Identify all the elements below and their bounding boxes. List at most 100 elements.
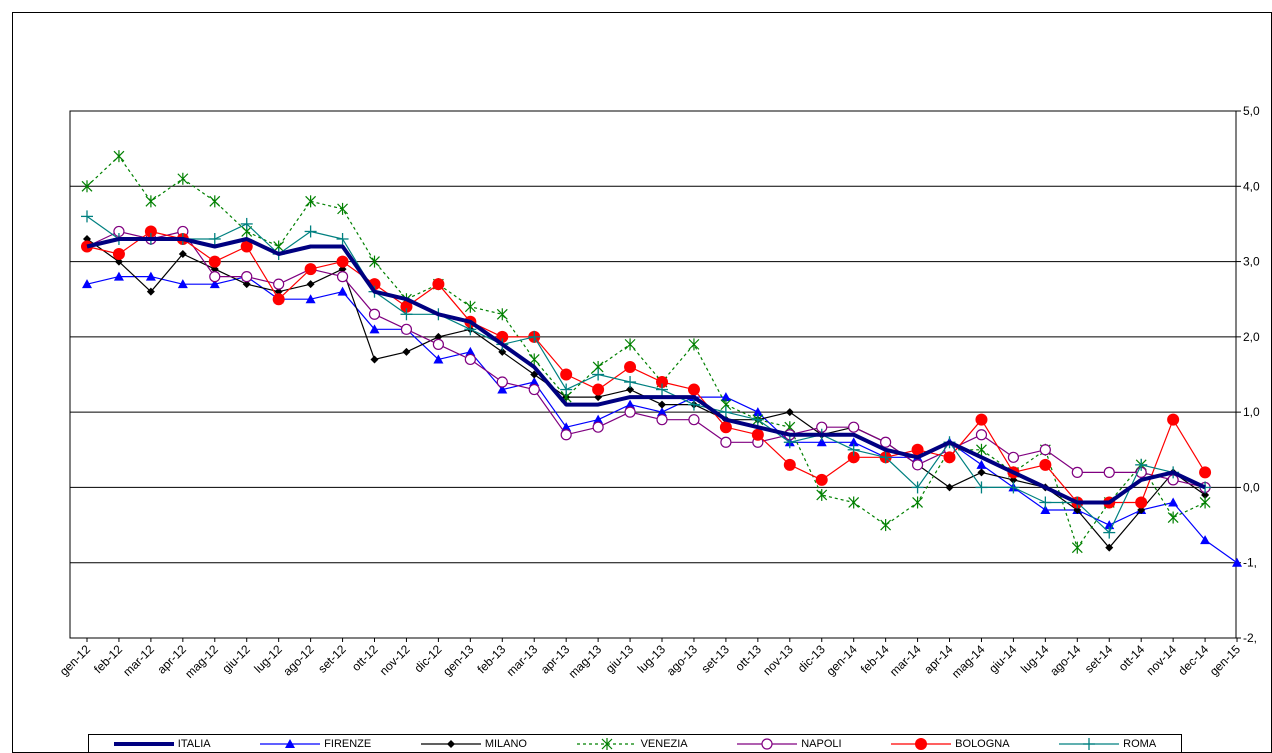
data-point: [209, 271, 221, 283]
data-point: [687, 383, 700, 396]
data-point: [1040, 505, 1051, 515]
data-point: [751, 428, 764, 441]
x-tick-label: mag-12: [182, 642, 221, 681]
data-point: [719, 406, 732, 419]
data-point: [370, 355, 379, 364]
x-tick-label: mag-13: [566, 642, 605, 681]
x-tick-label: gen-13: [440, 642, 477, 679]
data-point: [592, 383, 605, 396]
data-point: [433, 354, 444, 364]
data-point: [432, 278, 445, 291]
data-point: [624, 338, 636, 351]
data-point: [815, 473, 828, 486]
data-point: [242, 280, 251, 289]
data-point: [145, 271, 156, 281]
data-point: [144, 225, 157, 238]
x-tick-label: lug-13: [635, 642, 669, 676]
data-point: [209, 279, 220, 289]
x-tick-label: gen-15: [1207, 642, 1244, 679]
data-point: [976, 459, 987, 469]
x-tick-label: feb-13: [474, 642, 508, 676]
data-point: [1232, 557, 1243, 567]
data-point: [82, 279, 92, 289]
y-tick-label: 1,0: [1243, 405, 1260, 419]
series-napoli: [81, 225, 1211, 494]
data-point: [1103, 526, 1116, 539]
data-point: [1167, 413, 1180, 426]
legend-label: ITALIA: [177, 737, 211, 750]
data-point: [1199, 466, 1212, 479]
data-point: [368, 308, 381, 320]
x-tick-label: ott-12: [349, 642, 381, 674]
y-tick-label: 4,0: [1243, 179, 1260, 193]
data-point: [1135, 458, 1148, 471]
data-point: [880, 436, 892, 448]
x-tick-label: nov-14: [1143, 642, 1179, 678]
data-point: [1083, 737, 1096, 750]
legend-item-napoli: NAPOLI: [737, 737, 842, 751]
x-tick-label: set-12: [315, 642, 349, 676]
data-point: [113, 150, 125, 163]
data-point: [911, 443, 924, 456]
data-point: [1039, 496, 1052, 509]
data-point: [1135, 496, 1148, 509]
y-tick-label: 5,0: [1243, 104, 1260, 118]
data-point: [369, 255, 380, 268]
legend-label: NAPOLI: [801, 737, 842, 750]
data-point: [1201, 490, 1210, 499]
x-tick-label: nov-12: [377, 642, 413, 678]
data-point: [1103, 466, 1115, 478]
data-point: [306, 280, 315, 289]
data-point: [208, 232, 221, 245]
legend-item-roma: ROMA: [1059, 737, 1156, 751]
data-point: [848, 421, 860, 433]
data-point: [658, 400, 667, 409]
series-line: [86, 215, 1206, 534]
x-tick-label: feb-12: [91, 642, 125, 676]
x-tick-label: dic-12: [412, 642, 445, 675]
data-point: [464, 353, 476, 366]
x-tick-label: mar-13: [504, 642, 541, 679]
data-point: [592, 368, 605, 381]
x-tick-label: dec-14: [1175, 642, 1211, 678]
x-tick-label: ott-13: [732, 642, 764, 674]
data-point: [656, 414, 668, 426]
data-point: [624, 406, 636, 418]
data-point: [178, 250, 187, 259]
chart-frame: [12, 12, 1272, 753]
data-point: [337, 202, 348, 215]
series-line: [86, 237, 1206, 505]
data-point: [497, 384, 508, 394]
legend-label: BOLOGNA: [955, 737, 1010, 750]
data-point: [336, 271, 349, 283]
series-line: [86, 230, 1206, 504]
legend-label: FIRENZE: [324, 737, 372, 750]
data-point: [145, 195, 157, 208]
x-tick-label: ago-12: [280, 642, 317, 679]
data-point: [1071, 466, 1083, 478]
y-tick-label: -1,: [1243, 556, 1257, 570]
data-point: [112, 248, 125, 261]
data-point: [624, 360, 637, 373]
data-point: [273, 278, 285, 290]
data-point: [177, 279, 188, 289]
plot-area: [69, 110, 1237, 639]
data-point: [657, 407, 668, 417]
data-point: [464, 300, 476, 313]
legend-swatch: [260, 738, 321, 748]
x-tick-label: set-14: [1082, 642, 1116, 676]
data-point: [498, 347, 507, 356]
data-point: [496, 308, 508, 321]
data-point: [305, 294, 316, 304]
data-point: [560, 368, 573, 381]
data-point: [1200, 535, 1211, 545]
x-tick-label: nov-13: [760, 642, 796, 678]
data-point: [783, 458, 796, 471]
data-point: [432, 338, 444, 350]
data-point: [81, 210, 93, 223]
data-point: [816, 437, 827, 447]
x-tick-label: giu-12: [219, 642, 253, 676]
data-point: [720, 392, 731, 402]
data-point: [975, 481, 988, 494]
data-point: [751, 413, 764, 426]
